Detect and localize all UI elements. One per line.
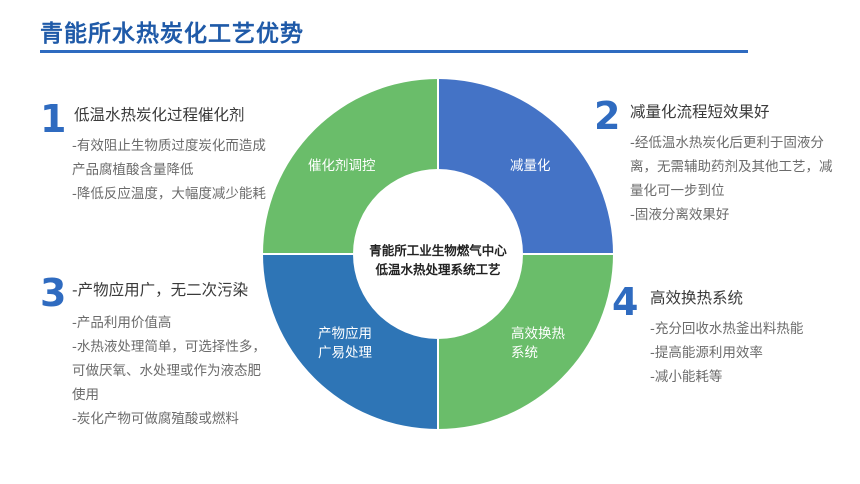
- ring-segment-catalyst: [263, 79, 438, 254]
- bullet-item: -降低反应温度，大幅度减少能耗: [72, 186, 266, 202]
- point-bullets-1: -有效阻止生物质过度炭化而造成产品腐植酸含量降低 -降低反应温度，大幅度减少能耗: [72, 134, 272, 206]
- bullet-item: -固液分离效果好: [630, 207, 730, 223]
- ring-label-line: 高效换热: [511, 326, 565, 342]
- bullet-item: -提高能源利用效率: [650, 345, 763, 361]
- ring-segment-heat-exchange: [438, 254, 613, 429]
- bullet-item: -有效阻止生物质过度炭化而造成产品腐植酸含量降低: [72, 138, 266, 178]
- point-bullets-3: -产品利用价值高 -水热液处理简单，可选择性多，可做厌氧、水处理或作为液态肥使用…: [72, 311, 272, 431]
- ring-label-heat-exchange: 高效换热 系统: [511, 325, 565, 363]
- bullet-item: -充分回收水热釜出料热能: [650, 321, 804, 337]
- ring-segment-reduction: [438, 79, 613, 254]
- point-number-1: 1: [40, 97, 67, 141]
- ring-label-reduction: 减量化: [510, 158, 551, 174]
- center-caption-line: 低温水热处理系统工艺: [375, 262, 501, 277]
- bullet-item: -减小能耗等: [650, 369, 723, 385]
- point-number-2: 2: [594, 94, 621, 138]
- page-title: 青能所水热炭化工艺优势: [40, 21, 304, 47]
- ring-label-line: 系统: [511, 345, 538, 361]
- ring-label-product-application: 产物应用 广易处理: [318, 325, 372, 363]
- point-heading-1: 低温水热炭化过程催化剂: [74, 106, 245, 124]
- ring-segment-product-application: [263, 254, 438, 429]
- point-bullets-4: -充分回收水热釜出料热能 -提高能源利用效率 -减小能耗等: [650, 317, 850, 389]
- point-heading-2: 减量化流程短效果好: [630, 103, 770, 121]
- point-number-4: 4: [612, 280, 639, 324]
- center-caption-line: 青能所工业生物燃气中心: [369, 243, 507, 258]
- ring-label-line: 广易处理: [318, 345, 372, 361]
- bullet-item: -经低温水热炭化后更利于固液分离，无需辅助药剂及其他工艺，减量化可一步到位: [630, 135, 833, 199]
- center-caption: 青能所工业生物燃气中心 低温水热处理系统工艺: [340, 241, 536, 279]
- point-heading-3: -产物应用广，无二次污染: [72, 281, 249, 299]
- ring-label-catalyst: 催化剂调控: [308, 158, 376, 174]
- bullet-item: -水热液处理简单，可选择性多，可做厌氧、水处理或作为液态肥使用: [72, 339, 266, 403]
- bullet-item: -炭化产物可做腐殖酸或燃料: [72, 411, 239, 427]
- point-heading-4: 高效换热系统: [650, 289, 744, 307]
- ring-label-line: 产物应用: [318, 326, 372, 342]
- bullet-item: -产品利用价值高: [72, 315, 172, 331]
- point-bullets-2: -经低温水热炭化后更利于固液分离，无需辅助药剂及其他工艺，减量化可一步到位 -固…: [630, 131, 840, 227]
- title-underline: [40, 50, 748, 53]
- point-number-3: 3: [40, 271, 67, 315]
